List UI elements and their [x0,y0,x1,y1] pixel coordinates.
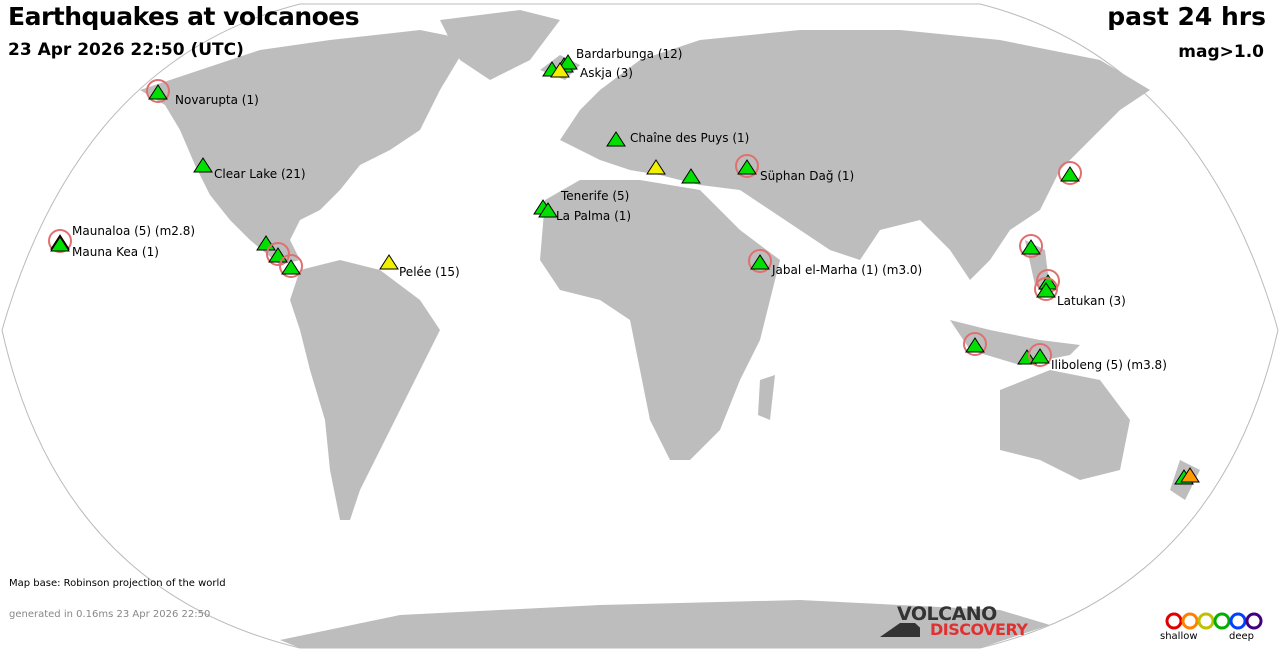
volcano-marker[interactable] [606,131,626,147]
depth-rings-icon [1165,612,1263,630]
magnitude-filter: mag>1.0 [1178,42,1264,62]
volcano-marker[interactable] [538,202,558,218]
legend-shallow: shallow [1160,631,1198,642]
volcano-label[interactable]: Maunaloa (5) (m2.8) [72,224,196,238]
depth-ring [1213,612,1231,630]
volcano-marker[interactable] [50,236,70,252]
volcano-label[interactable]: Mauna Kea (1) [72,245,159,259]
depth-ring [1229,612,1247,630]
depth-ring [1197,612,1215,630]
volcano-label[interactable]: La Palma (1) [556,209,632,223]
quake-ring [735,154,759,178]
quake-ring [1058,161,1082,185]
volcano-label[interactable]: Novarupta (1) [175,93,259,107]
volcano-marker[interactable] [558,54,578,70]
volcano-label[interactable]: Jabal el-Marha (1) (m3.0) [772,263,923,277]
land [140,10,1200,648]
volcano-label[interactable]: Clear Lake (21) [214,167,306,181]
datetime: 23 Apr 2026 22:50 (UTC) [8,40,244,60]
quake-ring [1019,234,1043,258]
volcano-label[interactable]: Latukan (3) [1057,294,1126,308]
depth-ring [1165,612,1183,630]
volcano-marker[interactable] [681,168,701,184]
volcano-logo-icon [880,623,920,637]
volcano-label[interactable]: Pelée (15) [399,265,460,279]
volcano-marker[interactable] [1060,166,1080,182]
volcano-marker[interactable] [1021,239,1041,255]
quake-ring [963,332,987,356]
volcano-marker[interactable] [1036,282,1056,298]
volcano-marker[interactable] [379,254,399,270]
quake-ring [1028,343,1052,367]
volcano-label[interactable]: Askja (3) [580,66,633,80]
time-period: past 24 hrs [1107,2,1266,31]
volcano-marker[interactable] [750,254,770,270]
volcano-marker[interactable] [281,259,301,275]
depth-ring [1245,612,1263,630]
volcano-label[interactable]: Chaîne des Puys (1) [630,131,750,145]
logo-line2: DISCOVERY [930,620,1028,639]
volcano-marker[interactable] [1030,348,1050,364]
quake-ring [266,242,290,266]
volcano-marker[interactable] [965,337,985,353]
volcano-marker[interactable] [193,157,213,173]
volcano-marker[interactable] [646,159,666,175]
volcano-marker[interactable] [148,84,168,100]
depth-legend: shallow deep [1160,610,1270,646]
volcano-label[interactable]: Tenerife (5) [561,189,630,203]
volcano-marker[interactable] [550,62,570,78]
quake-ring [48,229,72,253]
volcano-label[interactable]: Bardarbunga (12) [576,47,683,61]
quake-ring [1034,277,1058,301]
volcano-label[interactable]: Iliboleng (5) (m3.8) [1051,358,1167,372]
generated-note: generated in 0.16ms 23 Apr 2026 22:50 [9,609,211,620]
legend-deep: deep [1229,631,1254,642]
depth-ring [1181,612,1199,630]
page-title: Earthquakes at volcanoes [8,2,360,31]
volcanodiscovery-logo[interactable]: VOLCANO DISCOVERY [880,603,1030,639]
logo-line1: VOLCANO [897,603,997,625]
quake-ring [748,249,772,273]
volcano-label[interactable]: Süphan Dağ (1) [760,169,855,183]
map-base-note: Map base: Robinson projection of the wor… [9,578,226,589]
quake-ring [279,254,303,278]
quake-ring [146,79,170,103]
volcano-marker[interactable] [1180,467,1200,483]
volcano-marker[interactable] [737,159,757,175]
